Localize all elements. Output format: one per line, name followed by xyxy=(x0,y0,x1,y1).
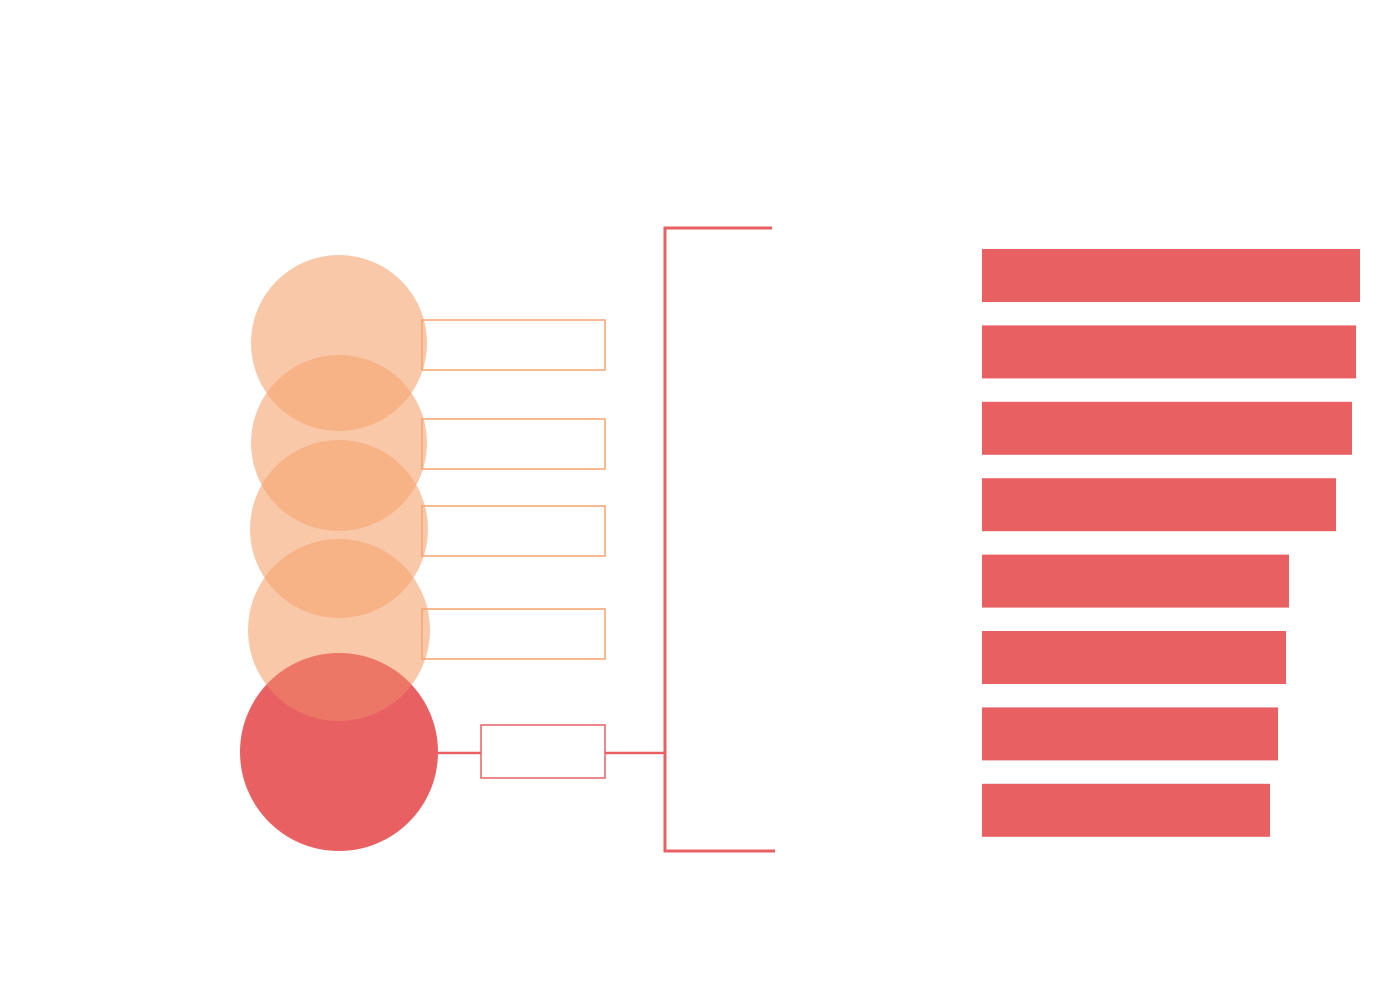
bar xyxy=(982,554,1289,608)
highlight-box xyxy=(480,724,606,779)
bar xyxy=(982,249,1360,302)
label-box xyxy=(421,418,606,470)
bar xyxy=(982,783,1270,837)
bar xyxy=(982,631,1286,684)
label-box xyxy=(421,505,606,557)
bar xyxy=(982,401,1352,455)
highlight-circle xyxy=(240,653,438,851)
bar xyxy=(982,478,1336,532)
circles xyxy=(240,255,438,851)
bar xyxy=(982,325,1356,379)
label-box xyxy=(421,319,606,371)
bar xyxy=(982,707,1278,761)
label-boxes xyxy=(421,319,606,660)
bars xyxy=(982,249,1360,837)
label-box xyxy=(421,608,606,660)
bracket xyxy=(663,226,775,853)
circle-overlap xyxy=(248,653,430,721)
